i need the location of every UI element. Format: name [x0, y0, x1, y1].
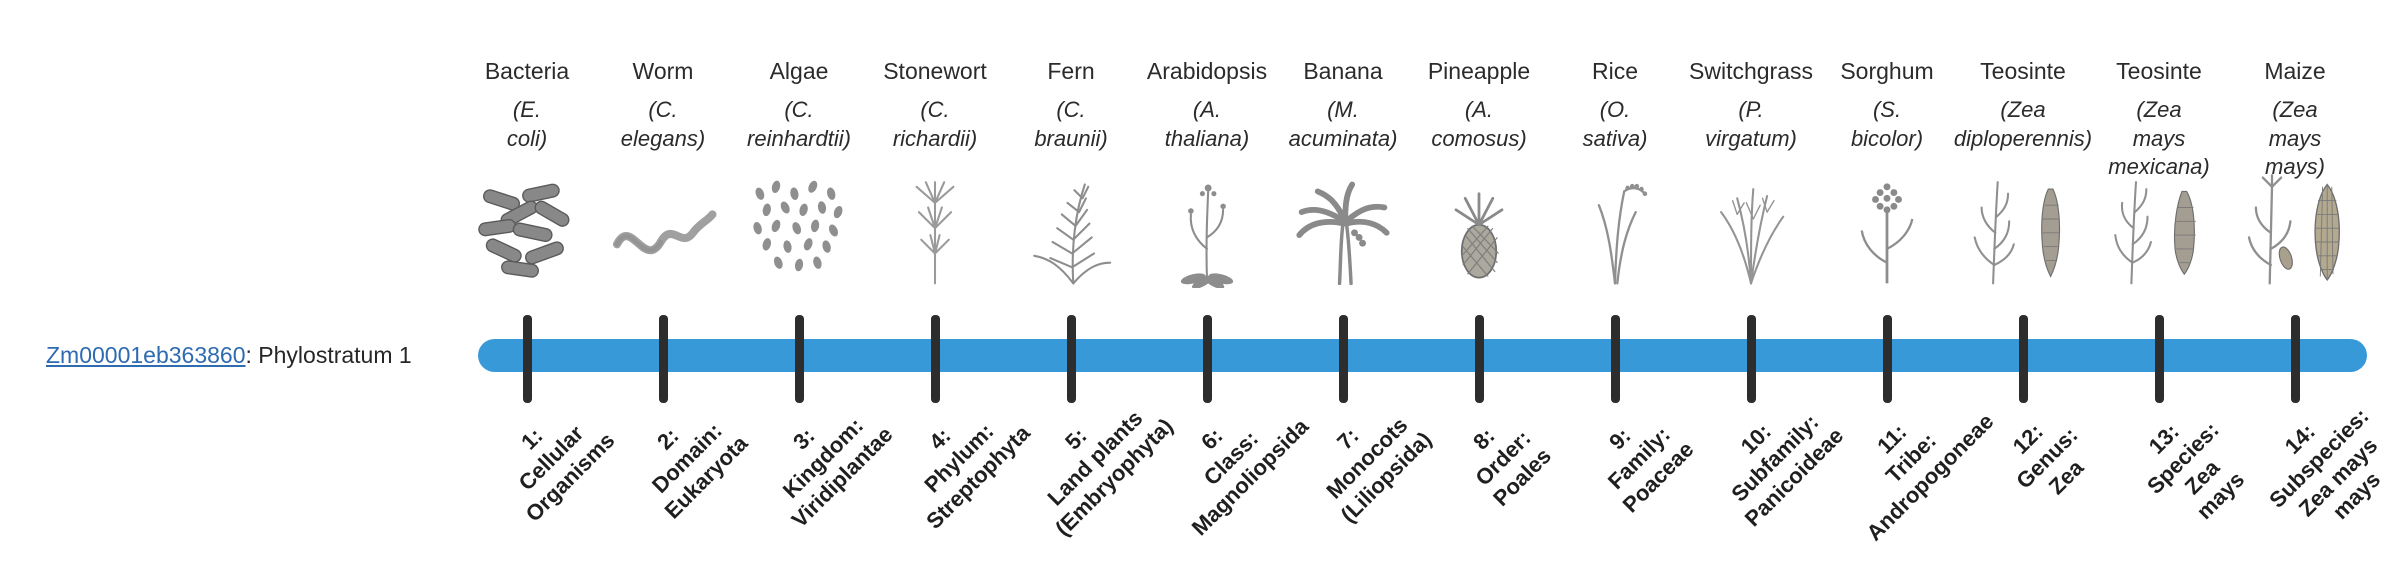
phylostratum-tick [1066, 315, 1076, 403]
gene-label: Zm00001eb363860: Phylostratum 1 [46, 342, 412, 369]
phylostratum-bar [478, 339, 2367, 372]
organism-scientific-name: (Zea mays mays) [2265, 97, 2325, 180]
phylostratum-tick [1338, 315, 1348, 403]
organism-name: Banana [1303, 58, 1383, 84]
arabidopsis-icon [1132, 168, 1282, 293]
organism-scientific-name: (Zea mays mexicana) [2108, 97, 2210, 180]
organism-name: Rice [1591, 58, 1639, 84]
teosinte-mexicana-icon [2084, 168, 2234, 293]
sorghum-icon [1812, 168, 1962, 293]
phylostratum-tick [1746, 315, 1756, 403]
phylostratum-tick [658, 315, 668, 403]
phylostratum-text: : Phylostratum 1 [245, 342, 412, 368]
phylostratum-tick [2154, 315, 2164, 403]
organism-scientific-name: (A. comosus) [1431, 97, 1527, 151]
phylostratum-tick [1202, 315, 1212, 403]
switchgrass-icon [1676, 168, 1826, 293]
maize-icon [2220, 168, 2370, 293]
organism-scientific-name: (Zea diploperennis) [1953, 97, 2093, 151]
organism-name: Teosinte [2116, 58, 2202, 84]
stonewort-icon [860, 168, 1010, 293]
phylostratum-tick [2290, 315, 2300, 403]
organism-name: Worm [632, 58, 694, 84]
banana-icon [1268, 168, 1418, 293]
phylostratum-tick [930, 315, 940, 403]
organism-name: Sorghum [1840, 58, 1934, 84]
phylostratum-tick [794, 315, 804, 403]
rice-icon [1540, 168, 1690, 293]
pineapple-icon [1404, 168, 1554, 293]
organism-name: Switchgrass [1689, 58, 1813, 84]
gene-link[interactable]: Zm00001eb363860 [46, 342, 246, 368]
organism-scientific-name: (S. bicolor) [1850, 97, 1924, 151]
organism-scientific-name: (M. acuminata) [1288, 97, 1398, 151]
organism-name: Maize [2264, 58, 2326, 84]
organism-name: Teosinte [1980, 58, 2066, 84]
fern-icon [996, 168, 1146, 293]
phylostratum-tick [522, 315, 532, 403]
organism-name: Pineapple [1427, 58, 1531, 84]
teosinte-diploperennis-icon [1948, 168, 2098, 293]
organism-name: Stonewort [883, 58, 987, 84]
algae-icon [724, 168, 874, 293]
worm-icon [588, 168, 738, 293]
organism-scientific-name: (O. sativa) [1582, 97, 1648, 151]
organism-name: Arabidopsis [1146, 58, 1268, 84]
organism-scientific-name: (P. virgatum) [1705, 97, 1797, 151]
organism-name: Algae [769, 58, 829, 84]
phylostratum-tick [1610, 315, 1620, 403]
organism-scientific-name: (C. elegans) [620, 97, 706, 151]
phylostratum-tick [1882, 315, 1892, 403]
phylostratum-tick [1474, 315, 1484, 403]
organism-scientific-name: (C. reinhardtii) [747, 97, 851, 151]
phylostratum-tick [2018, 315, 2028, 403]
organism-scientific-name: (C. richardii) [892, 97, 978, 151]
organism-name: Bacteria [484, 58, 570, 84]
organism-scientific-name: (C. braunii) [1034, 97, 1108, 151]
bacteria-icon [452, 168, 602, 293]
organism-scientific-name: (E. coli) [506, 97, 548, 151]
organism-scientific-name: (A. thaliana) [1164, 97, 1250, 151]
organism-name: Fern [1047, 58, 1095, 84]
